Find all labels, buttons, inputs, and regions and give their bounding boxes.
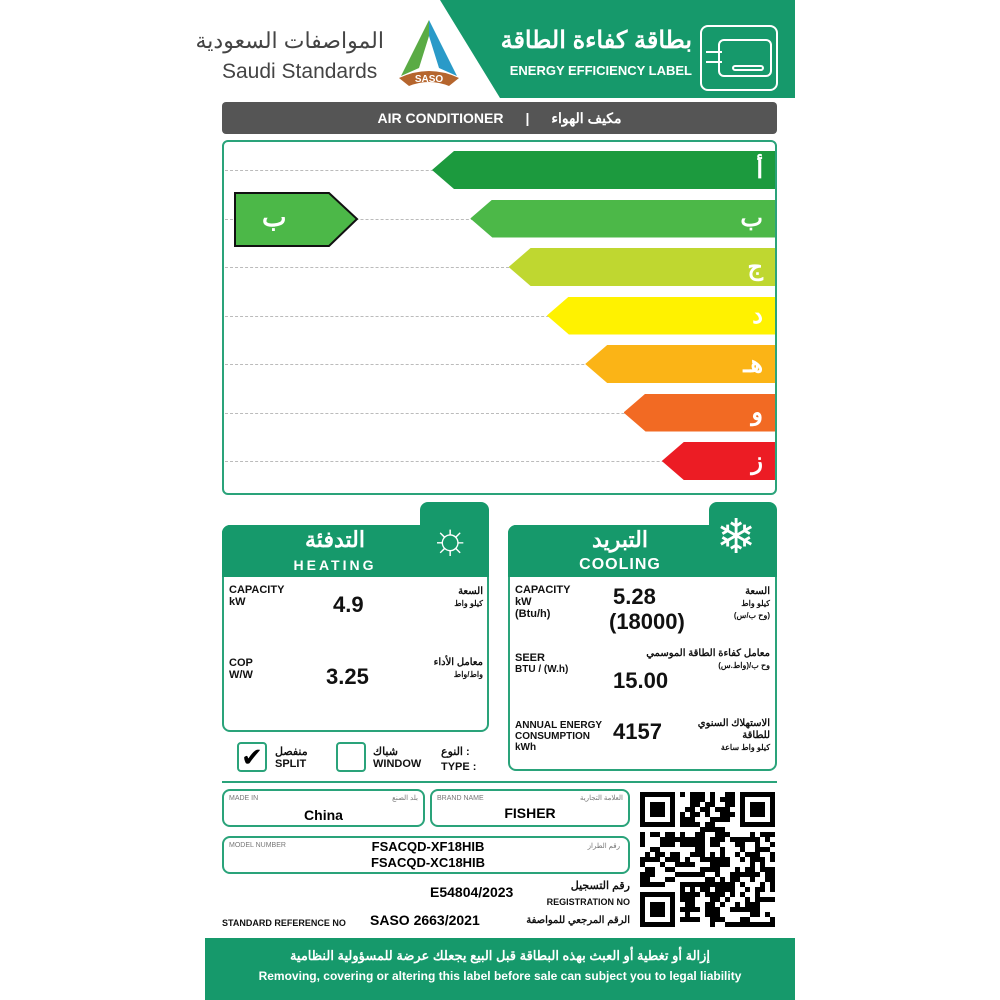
rating-letter: ب xyxy=(262,202,287,232)
label-title-ar: بطاقة كفاءة الطاقة xyxy=(500,27,692,54)
sun-icon: ☼ xyxy=(430,514,471,563)
cooling-capacity-label: CAPACITY kW (Btu/h) xyxy=(515,584,571,620)
registration-ar: رقم التسجيل xyxy=(570,880,630,892)
brand-field: BRAND NAME العلامة التجارية FISHER xyxy=(430,789,630,827)
model-field: MODEL NUMBER رقم الطراز FSACQD-XF18HIB FS… xyxy=(222,836,630,874)
scale-guide xyxy=(225,412,775,414)
window-checkbox xyxy=(336,742,366,772)
cooling-capacity-value: 5.28 xyxy=(613,584,656,609)
efficiency-scale xyxy=(222,140,777,495)
heating-capacity-value: 4.9 xyxy=(333,592,364,617)
energy-class-bar: ج xyxy=(508,248,775,286)
cooling-capacity-ar: السعة كيلو واط (وح ب/س) xyxy=(733,586,770,620)
saso-logo-text: SASO xyxy=(415,74,444,85)
registration-value: E54804/2023 xyxy=(430,884,514,900)
model-value: FSACQD-XF18HIB FSACQD-XC18HIB xyxy=(370,839,486,870)
heating-capacity-label: CAPACITY kW xyxy=(229,584,285,608)
energy-class-bar: أ xyxy=(432,151,775,189)
product-en: AIR CONDITIONER xyxy=(377,110,504,126)
divider xyxy=(222,781,777,783)
window-label: شباك WINDOW xyxy=(373,746,422,770)
cooling-title-en: COOLING xyxy=(579,556,661,573)
air-conditioner-icon xyxy=(700,25,778,91)
energy-class-bar: ب xyxy=(470,199,775,238)
rating-indicator: ب xyxy=(234,192,359,247)
heating-capacity-ar: السعة كيلو واط xyxy=(454,586,483,608)
saso-logo: SASO xyxy=(399,20,459,86)
cooling-tab xyxy=(709,502,777,542)
warning-ar: إزالة أو تغطية أو العبث بهذه البطاقة قبل… xyxy=(289,948,711,963)
seer-ar: معامل كفاءة الطاقة الموسمي وح ب/(واط.س) xyxy=(646,648,770,670)
seer-value: 15.00 xyxy=(613,668,669,693)
scale-guide xyxy=(225,364,775,365)
type-label: النوع : TYPE : xyxy=(441,746,477,773)
energy-class-bar: هـ xyxy=(585,345,775,383)
energy-class-bar: و xyxy=(623,393,775,432)
brand-value: FISHER xyxy=(504,805,556,821)
product-ar: مكيف الهواء xyxy=(551,109,622,126)
product-type-bar: AIR CONDITIONER | مكيف الهواء xyxy=(222,102,777,134)
seer-label: SEER BTU / (W.h) xyxy=(515,652,569,675)
divider: | xyxy=(525,110,530,126)
heating-cop-ar: معامل الأداء واط/واط xyxy=(433,657,483,679)
made-in-value: China xyxy=(304,807,343,823)
energy-class-bar: د xyxy=(546,296,775,335)
standard-ref-en: STANDARD REFERENCE NO xyxy=(222,918,346,928)
qr-code[interactable] xyxy=(640,792,775,927)
made-in-field: MADE IN بلد الصنع China xyxy=(222,789,425,827)
snowflake-icon: ❄ xyxy=(716,511,757,564)
warning-en: Removing, covering or altering this labe… xyxy=(258,969,742,983)
split-label: منفصل SPLIT xyxy=(275,746,308,770)
legal-warning-footer: إزالة أو تغطية أو العبث بهذه البطاقة قبل… xyxy=(205,938,795,1000)
heating-title-en: HEATING xyxy=(293,557,377,573)
standard-ref-ar: الرقم المرجعي للمواصفة xyxy=(526,915,630,926)
scale-guide xyxy=(225,461,775,462)
aec-value: 4157 xyxy=(613,719,662,744)
scale-guide xyxy=(225,267,775,268)
heating-cop-label: COP W/W xyxy=(229,657,253,681)
org-name-en: Saudi Standards xyxy=(222,60,378,83)
registration-en: REGISTRATION NO xyxy=(546,897,630,907)
aec-label: ANNUAL ENERGY CONSUMPTION kWh xyxy=(515,720,603,753)
heating-cop-value: 3.25 xyxy=(326,664,369,689)
org-name-ar: المواصفات السعودية xyxy=(195,28,384,53)
cooling-title-ar: التبريد xyxy=(592,527,648,552)
heating-tab xyxy=(420,502,489,542)
heating-title-ar: التدفئة xyxy=(305,527,365,552)
aec-ar: الاستهلاك السنوي للطاقة كيلو واط ساعة xyxy=(697,718,770,752)
cooling-capacity-btu: (18000) xyxy=(609,609,685,634)
energy-class-bar: ز xyxy=(661,442,775,480)
scale-guide xyxy=(225,315,775,317)
label-title-en: ENERGY EFFICIENCY LABEL xyxy=(509,63,692,78)
header-band xyxy=(440,0,795,98)
standard-ref-value: SASO 2663/2021 xyxy=(370,912,480,928)
split-checkbox: ✔ xyxy=(237,742,267,772)
